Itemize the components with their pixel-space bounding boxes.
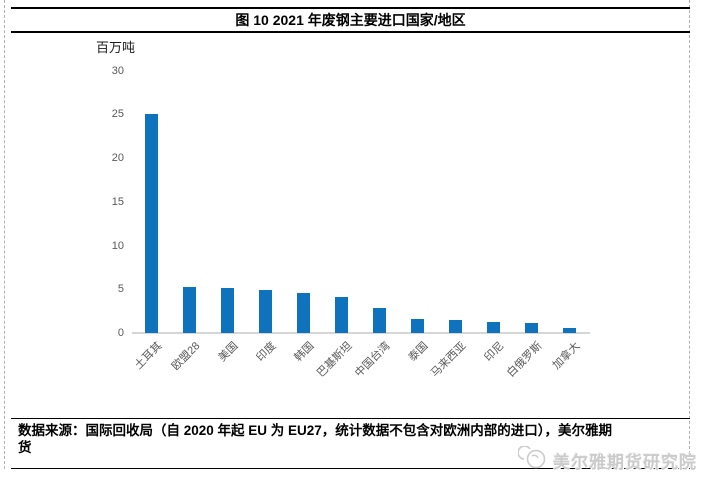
- x-axis-line: [132, 332, 590, 334]
- y-tick-5: 5: [117, 283, 124, 296]
- mayer-logo-icon: [517, 445, 548, 475]
- footer-bottom-rule: [11, 468, 690, 469]
- chart-bar-9: [449, 319, 462, 333]
- chart-bar-5: [297, 292, 310, 333]
- data-source-note: 数据来源：国际回收局（自 2020 年起 EU 为 EU27，统计数据不包含对欧…: [18, 422, 678, 456]
- y-tick-10: 10: [111, 239, 124, 252]
- y-tick-30: 30: [111, 64, 124, 77]
- y-axis-unit-label: 百万吨: [96, 40, 136, 55]
- right-dashed-border: [689, 0, 690, 469]
- figure-title-text: 图 10 2021 年废钢主要进口国家/地区: [235, 12, 466, 28]
- y-tick-15: 15: [111, 195, 124, 208]
- chart-bar-7: [373, 307, 386, 333]
- left-dashed-border: [4, 0, 5, 469]
- chart-bar-3: [221, 288, 234, 333]
- footer-top-rule: [11, 418, 690, 419]
- y-tick-0: 0: [117, 327, 124, 339]
- data-source-line-1: 数据来源：国际回收局（自 2020 年起 EU 为 EU27，统计数据不包含对欧…: [18, 423, 613, 438]
- chart-bar-11: [525, 323, 538, 333]
- watermark: 美尔雅期货研究院: [517, 445, 697, 475]
- y-tick-25: 25: [111, 108, 124, 121]
- figure-title: 图 10 2021 年废钢主要进口国家/地区: [11, 7, 690, 33]
- chart-bar-10: [487, 321, 500, 333]
- chart-bar-12: [563, 327, 576, 333]
- data-source-line-2: 货: [18, 440, 32, 455]
- chart-bar-4: [259, 290, 272, 333]
- chart-bar-8: [411, 319, 424, 333]
- watermark-text: 美尔雅期货研究院: [553, 453, 697, 472]
- chart-bar-1: [145, 114, 158, 333]
- chart-bar-2: [183, 286, 196, 333]
- y-tick-20: 20: [111, 152, 124, 164]
- chart-bar-6: [335, 297, 348, 333]
